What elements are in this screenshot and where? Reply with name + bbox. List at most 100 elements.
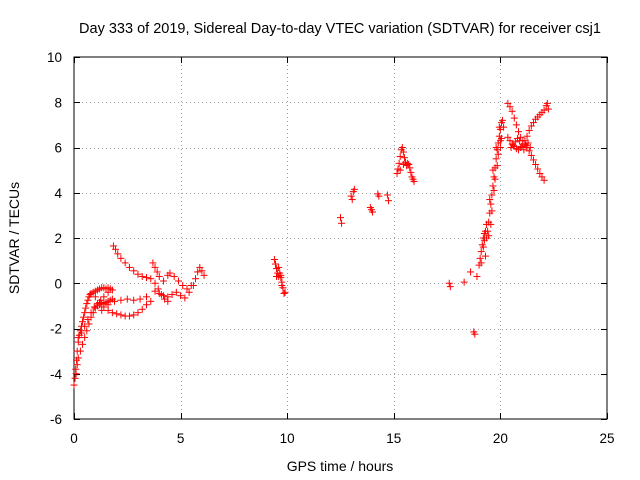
data-point [125, 312, 133, 320]
data-point [471, 330, 479, 338]
data-point [100, 293, 108, 301]
data-point [497, 134, 505, 142]
data-point [147, 275, 155, 283]
data-point [532, 160, 540, 168]
data-point [490, 186, 498, 194]
data-point [529, 156, 537, 164]
data-point [384, 197, 392, 205]
x-axis-label: GPS time / hours [287, 458, 394, 474]
data-point [151, 279, 159, 287]
data-point [491, 175, 499, 183]
data-point [398, 144, 406, 151]
data-point [79, 318, 87, 326]
chart-title: Day 333 of 2019, Sidereal Day-to-day VTE… [79, 21, 601, 37]
data-point [200, 271, 208, 279]
data-point [543, 99, 551, 107]
data-point [489, 166, 497, 174]
data-point [278, 282, 286, 290]
data-point [81, 309, 89, 317]
data-point [275, 263, 283, 271]
data-point [142, 274, 150, 282]
data-point [111, 297, 119, 305]
data-point [446, 283, 454, 291]
data-point [524, 139, 532, 147]
data-point [487, 220, 495, 228]
data-point [540, 176, 548, 184]
data-point [508, 107, 516, 115]
data-point [512, 121, 520, 129]
data-point [72, 370, 80, 378]
data-point [198, 267, 206, 275]
y-tick-label: 4 [54, 186, 62, 201]
data-point [83, 300, 91, 308]
data-point [136, 295, 144, 303]
data-point [90, 303, 98, 311]
data-point [476, 254, 484, 262]
data-point [98, 306, 106, 314]
data-point [177, 292, 185, 300]
data-point [338, 219, 346, 227]
data-point [151, 287, 159, 295]
data-point [84, 296, 92, 304]
data-point [525, 147, 533, 155]
data-point [80, 313, 88, 321]
data-point [347, 192, 355, 200]
axis-ticks [74, 57, 608, 420]
data-point [492, 155, 500, 163]
data-point [117, 296, 125, 304]
x-tick-label: 25 [599, 431, 614, 446]
data-point [407, 168, 415, 176]
data-point [71, 374, 79, 382]
data-point [189, 282, 197, 290]
data-point [527, 151, 535, 159]
data-point [81, 334, 89, 342]
data-point [117, 311, 125, 319]
data-point [174, 277, 182, 285]
data-point [486, 196, 494, 204]
data-point [138, 305, 146, 313]
data-point [406, 164, 414, 172]
data-point [130, 311, 138, 319]
data-point [493, 162, 501, 170]
data-point [481, 252, 489, 260]
y-axis-label: SDTVAR / TECUs [6, 182, 22, 294]
data-point [85, 320, 93, 328]
data-point [130, 267, 138, 275]
data-point [375, 192, 383, 200]
data-point [499, 116, 507, 124]
data-point [445, 279, 453, 287]
data-point [112, 245, 120, 253]
data-point [170, 272, 178, 280]
data-point [477, 248, 485, 256]
data-point [488, 191, 496, 199]
data-point [76, 347, 84, 355]
data-point [147, 297, 155, 305]
data-point [113, 310, 121, 318]
data-point [506, 103, 514, 111]
data-point [477, 259, 485, 267]
data-point [160, 292, 168, 300]
data-point [81, 322, 89, 330]
data-point [70, 381, 78, 389]
plot-frame [73, 56, 608, 420]
data-point [496, 144, 504, 151]
data-point [484, 227, 492, 235]
data-point [277, 271, 285, 279]
data-point [185, 288, 193, 296]
data-point [114, 250, 122, 258]
data-point [383, 191, 391, 199]
data-point [74, 354, 82, 362]
data-point [155, 289, 163, 297]
data-point [73, 361, 81, 369]
data-point [87, 309, 95, 317]
data-point [460, 278, 468, 286]
data-point [350, 185, 358, 193]
data-point [77, 329, 85, 337]
data-point [104, 288, 112, 296]
y-tick-label: 2 [54, 231, 62, 246]
y-tick-label: -4 [50, 367, 62, 382]
data-point [83, 327, 91, 335]
data-point [494, 150, 502, 158]
data-point [164, 293, 172, 301]
data-point [125, 263, 133, 271]
